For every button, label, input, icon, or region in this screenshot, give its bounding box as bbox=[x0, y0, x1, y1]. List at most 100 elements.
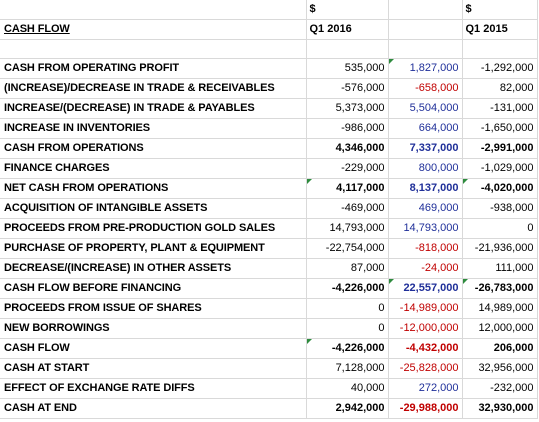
blank-row bbox=[0, 39, 538, 59]
value-q1-2015[interactable]: 32,956,000 bbox=[462, 358, 538, 379]
value-q1-2015[interactable]: -4,020,000 bbox=[462, 178, 538, 199]
value-q1-2015[interactable]: 111,000 bbox=[462, 258, 538, 279]
row-label[interactable]: CASH AT END bbox=[0, 398, 307, 419]
value-q1-2016[interactable]: 14,793,000 bbox=[306, 218, 389, 239]
table-row: INCREASE IN INVENTORIES -986,000 664,000 -1… bbox=[0, 118, 538, 139]
table-row: PURCHASE OF PROPERTY, PLANT & EQUIPMENT -… bbox=[0, 238, 538, 259]
cell-c2[interactable] bbox=[388, 19, 463, 40]
row-label[interactable]: PURCHASE OF PROPERTY, PLANT & EQUIPMENT bbox=[0, 238, 307, 259]
value-middle[interactable]: 7,337,000 bbox=[388, 138, 463, 159]
header-row: CASH FLOW Q1 2016 Q1 2015 bbox=[0, 19, 538, 40]
row-label[interactable]: CASH AT START bbox=[0, 358, 307, 379]
value-middle[interactable]: 8,137,000 bbox=[388, 178, 463, 199]
value-middle[interactable]: -4,432,000 bbox=[388, 338, 463, 359]
row-label[interactable]: PROCEEDS FROM PRE-PRODUCTION GOLD SALES bbox=[0, 218, 307, 239]
row-label[interactable]: NEW BORROWINGS bbox=[0, 318, 307, 339]
value-q1-2015[interactable]: -1,650,000 bbox=[462, 118, 538, 139]
table-row: NET CASH FROM OPERATIONS 4,117,000 8,137,0… bbox=[0, 178, 538, 199]
row-label[interactable]: INCREASE IN INVENTORIES bbox=[0, 118, 307, 139]
value-q1-2015[interactable]: 14,989,000 bbox=[462, 298, 538, 319]
table-row: EFFECT OF EXCHANGE RATE DIFFS 40,000 272,0… bbox=[0, 378, 538, 399]
value-q1-2016[interactable]: 0 bbox=[306, 318, 389, 339]
value-q1-2016[interactable]: -4,226,000 bbox=[306, 338, 389, 359]
value-q1-2015[interactable]: 32,930,000 bbox=[462, 398, 538, 419]
value-middle[interactable]: -24,000 bbox=[388, 258, 463, 279]
value-middle[interactable]: 5,504,000 bbox=[388, 98, 463, 119]
value-q1-2016[interactable]: -986,000 bbox=[306, 118, 389, 139]
cell-blank[interactable] bbox=[388, 39, 463, 59]
value-q1-2015[interactable]: 12,000,000 bbox=[462, 318, 538, 339]
value-middle[interactable]: -12,000,000 bbox=[388, 318, 463, 339]
row-label[interactable]: INCREASE/(DECREASE) IN TRADE & PAYABLES bbox=[0, 98, 307, 119]
value-middle[interactable]: 272,000 bbox=[388, 378, 463, 399]
value-q1-2016[interactable]: 535,000 bbox=[306, 58, 389, 79]
row-label[interactable]: EFFECT OF EXCHANGE RATE DIFFS bbox=[0, 378, 307, 399]
value-q1-2016[interactable]: 0 bbox=[306, 298, 389, 319]
value-q1-2015[interactable]: -26,783,000 bbox=[462, 278, 538, 299]
value-middle[interactable]: 469,000 bbox=[388, 198, 463, 219]
period-2015-header[interactable]: Q1 2015 bbox=[462, 19, 538, 40]
table-row: CASH AT START 7,128,000 -25,828,000 32,956,… bbox=[0, 358, 538, 379]
value-q1-2016[interactable]: 7,128,000 bbox=[306, 358, 389, 379]
value-middle[interactable]: -818,000 bbox=[388, 238, 463, 259]
period-2016-header[interactable]: Q1 2016 bbox=[306, 19, 389, 40]
value-middle[interactable]: 664,000 bbox=[388, 118, 463, 139]
value-q1-2015[interactable]: -21,936,000 bbox=[462, 238, 538, 259]
value-middle[interactable]: 800,000 bbox=[388, 158, 463, 179]
row-label[interactable]: CASH FLOW BEFORE FINANCING bbox=[0, 278, 307, 299]
row-label[interactable]: CASH FROM OPERATIONS bbox=[0, 138, 307, 159]
cell-blank[interactable] bbox=[0, 39, 307, 59]
value-q1-2015[interactable]: 0 bbox=[462, 218, 538, 239]
value-middle[interactable]: 14,793,000 bbox=[388, 218, 463, 239]
row-label[interactable]: FINANCE CHARGES bbox=[0, 158, 307, 179]
cell-blank[interactable] bbox=[306, 39, 389, 59]
value-q1-2016[interactable]: -4,226,000 bbox=[306, 278, 389, 299]
cell-c1[interactable] bbox=[388, 0, 463, 20]
value-middle[interactable]: -25,828,000 bbox=[388, 358, 463, 379]
row-label[interactable]: CASH FROM OPERATING PROFIT bbox=[0, 58, 307, 79]
row-label[interactable]: (INCREASE)/DECREASE IN TRADE & RECEIVABL… bbox=[0, 78, 307, 99]
table-row: NEW BORROWINGS 0 -12,000,000 12,000,000 bbox=[0, 318, 538, 339]
value-q1-2016[interactable]: -229,000 bbox=[306, 158, 389, 179]
value-q1-2016[interactable]: 5,373,000 bbox=[306, 98, 389, 119]
value-middle[interactable]: -29,988,000 bbox=[388, 398, 463, 419]
table-row: CASH FLOW -4,226,000 -4,432,000 206,000 bbox=[0, 338, 538, 359]
row-label[interactable]: DECREASE/(INCREASE) IN OTHER ASSETS bbox=[0, 258, 307, 279]
row-label[interactable]: PROCEEDS FROM ISSUE OF SHARES bbox=[0, 298, 307, 319]
value-q1-2016[interactable]: 4,346,000 bbox=[306, 138, 389, 159]
row-label[interactable]: CASH FLOW bbox=[0, 338, 307, 359]
value-middle[interactable]: -14,989,000 bbox=[388, 298, 463, 319]
value-q1-2015[interactable]: -938,000 bbox=[462, 198, 538, 219]
row-label[interactable]: NET CASH FROM OPERATIONS bbox=[0, 178, 307, 199]
table-row: DECREASE/(INCREASE) IN OTHER ASSETS 87,00… bbox=[0, 258, 538, 279]
value-q1-2016[interactable]: 87,000 bbox=[306, 258, 389, 279]
value-q1-2016[interactable]: 4,117,000 bbox=[306, 178, 389, 199]
value-q1-2015[interactable]: -1,029,000 bbox=[462, 158, 538, 179]
value-middle[interactable]: 1,827,000 bbox=[388, 58, 463, 79]
table-row: CASH AT END 2,942,000 -29,988,000 32,930,00… bbox=[0, 398, 538, 419]
cell-currency-2015[interactable]: $ bbox=[462, 0, 538, 20]
value-q1-2015[interactable]: 82,000 bbox=[462, 78, 538, 99]
value-q1-2016[interactable]: 40,000 bbox=[306, 378, 389, 399]
table-row: FINANCE CHARGES -229,000 800,000 -1,029,000 bbox=[0, 158, 538, 179]
cell-a1[interactable] bbox=[0, 0, 307, 20]
cell-blank[interactable] bbox=[462, 39, 538, 59]
value-middle[interactable]: -658,000 bbox=[388, 78, 463, 99]
row-label[interactable]: ACQUISITION OF INTANGIBLE ASSETS bbox=[0, 198, 307, 219]
sheet-title[interactable]: CASH FLOW bbox=[0, 19, 307, 40]
value-middle[interactable]: 22,557,000 bbox=[388, 278, 463, 299]
value-q1-2015[interactable]: -1,292,000 bbox=[462, 58, 538, 79]
value-q1-2016[interactable]: -469,000 bbox=[306, 198, 389, 219]
value-q1-2015[interactable]: 206,000 bbox=[462, 338, 538, 359]
table-row: CASH FROM OPERATIONS 4,346,000 7,337,000 -2… bbox=[0, 138, 538, 159]
value-q1-2015[interactable]: -232,000 bbox=[462, 378, 538, 399]
value-q1-2016[interactable]: -576,000 bbox=[306, 78, 389, 99]
table-row: PROCEEDS FROM ISSUE OF SHARES 0 -14,989,00… bbox=[0, 298, 538, 319]
value-q1-2016[interactable]: 2,942,000 bbox=[306, 398, 389, 419]
cell-currency-2016[interactable]: $ bbox=[306, 0, 389, 20]
value-q1-2015[interactable]: -131,000 bbox=[462, 98, 538, 119]
value-q1-2015[interactable]: -2,991,000 bbox=[462, 138, 538, 159]
value-q1-2016[interactable]: -22,754,000 bbox=[306, 238, 389, 259]
